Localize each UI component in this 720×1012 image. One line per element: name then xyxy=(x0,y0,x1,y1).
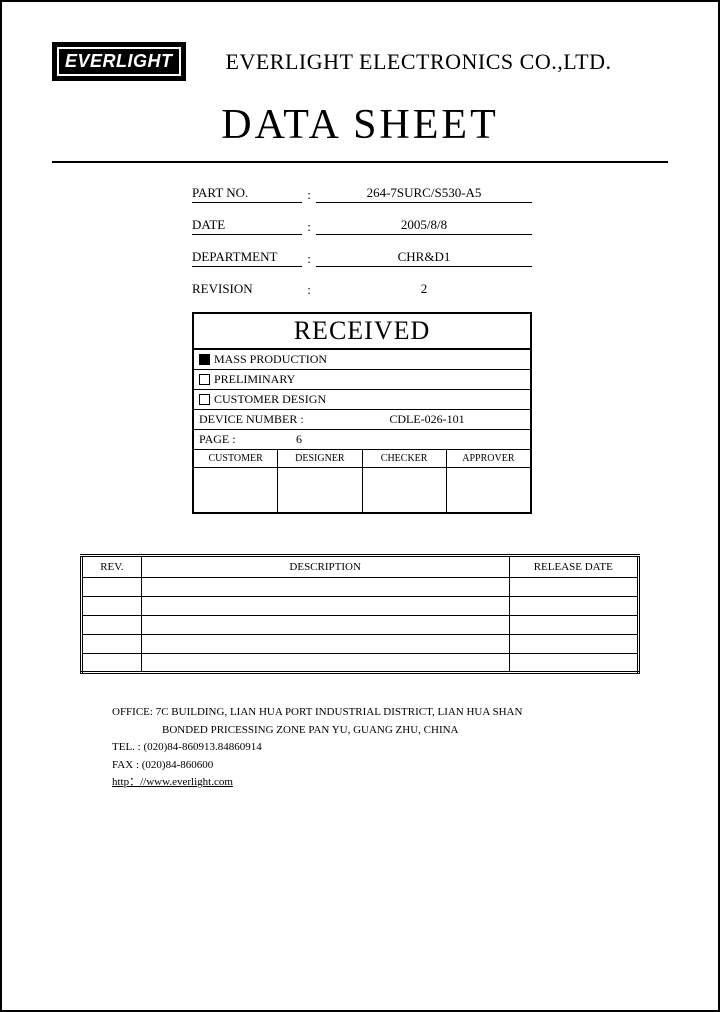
customer-design-label: CUSTOMER DESIGN xyxy=(214,392,326,407)
logo-text: EVERLIGHT xyxy=(65,51,173,71)
sig-checker-cell xyxy=(363,468,447,512)
signature-cells xyxy=(194,468,530,512)
datasheet-cover-page: EVERLIGHT EVERLIGHT ELECTRONICS CO.,LTD.… xyxy=(2,2,718,822)
col-description: DESCRIPTION xyxy=(141,556,509,578)
part-no-label: PART NO. xyxy=(192,185,302,203)
signature-header: CUSTOMER DESIGNER CHECKER APPROVER xyxy=(194,450,530,468)
rev-label: REVISION xyxy=(192,281,302,298)
row-device-number: DEVICE NUMBER : CDLE-026-101 xyxy=(194,410,530,430)
everlight-logo: EVERLIGHT xyxy=(52,42,186,81)
meta-sep: : xyxy=(302,219,316,235)
revision-table: REV. DESCRIPTION RELEASE DATE xyxy=(80,554,640,674)
checkbox-empty-icon xyxy=(199,394,210,405)
footer-block: OFFICE: 7C BUILDING, LIAN HUA PORT INDUS… xyxy=(52,704,668,792)
mass-production-label: MASS PRODUCTION xyxy=(214,352,327,367)
part-no-value: 264-7SURC/S530-A5 xyxy=(316,185,532,203)
sig-designer-label: DESIGNER xyxy=(278,450,362,467)
meta-revision: REVISION : 2 xyxy=(192,281,532,298)
row-mass-production: MASS PRODUCTION xyxy=(194,350,530,370)
page-value: 6 xyxy=(259,432,339,447)
office-line1: OFFICE: 7C BUILDING, LIAN HUA PORT INDUS… xyxy=(112,704,668,722)
dept-label: DEPARTMENT xyxy=(192,249,302,267)
meta-block: PART NO. : 264-7SURC/S530-A5 DATE : 2005… xyxy=(192,185,532,298)
meta-department: DEPARTMENT : CHR&D1 xyxy=(192,249,532,267)
sig-customer-cell xyxy=(194,468,278,512)
meta-sep: : xyxy=(302,251,316,267)
col-rev: REV. xyxy=(82,556,142,578)
table-row xyxy=(82,654,639,673)
office-line2: BONDED PRICESSING ZONE PAN YU, GUANG ZHU… xyxy=(112,722,668,740)
meta-date: DATE : 2005/8/8 xyxy=(192,217,532,235)
row-page: PAGE : 6 xyxy=(194,430,530,450)
meta-part-no: PART NO. : 264-7SURC/S530-A5 xyxy=(192,185,532,203)
title-rule xyxy=(52,161,668,163)
col-release-date: RELEASE DATE xyxy=(509,556,638,578)
sig-checker-label: CHECKER xyxy=(363,450,447,467)
checkbox-filled-icon xyxy=(199,354,210,365)
company-name: EVERLIGHT ELECTRONICS CO.,LTD. xyxy=(226,49,612,75)
table-row xyxy=(82,578,639,597)
sig-approver-label: APPROVER xyxy=(447,450,530,467)
tel-line: TEL. : (020)84-860913.84860914 xyxy=(112,739,668,757)
website-link[interactable]: http：//www.everlight.com xyxy=(112,776,233,788)
device-number-value: CDLE-026-101 xyxy=(329,412,525,427)
table-row xyxy=(82,597,639,616)
date-label: DATE xyxy=(192,217,302,235)
meta-sep: : xyxy=(302,282,316,298)
meta-sep: : xyxy=(302,187,316,203)
device-number-label: DEVICE NUMBER : xyxy=(199,412,329,427)
row-preliminary: PRELIMINARY xyxy=(194,370,530,390)
received-title: RECEIVED xyxy=(194,314,530,350)
document-title: DATA SHEET xyxy=(52,101,668,149)
table-row xyxy=(82,616,639,635)
sig-designer-cell xyxy=(278,468,362,512)
received-box: RECEIVED MASS PRODUCTION PRELIMINARY CUS… xyxy=(192,312,532,514)
table-row xyxy=(82,635,639,654)
sig-customer-label: CUSTOMER xyxy=(194,450,278,467)
sig-approver-cell xyxy=(447,468,530,512)
row-customer-design: CUSTOMER DESIGN xyxy=(194,390,530,410)
preliminary-label: PRELIMINARY xyxy=(214,372,295,387)
checkbox-empty-icon xyxy=(199,374,210,385)
rev-value: 2 xyxy=(316,281,532,298)
revision-table-header: REV. DESCRIPTION RELEASE DATE xyxy=(82,556,639,578)
dept-value: CHR&D1 xyxy=(316,249,532,267)
header-row: EVERLIGHT EVERLIGHT ELECTRONICS CO.,LTD. xyxy=(52,42,668,81)
fax-line: FAX : (020)84-860600 xyxy=(112,757,668,775)
page-label: PAGE : xyxy=(199,432,259,447)
date-value: 2005/8/8 xyxy=(316,217,532,235)
